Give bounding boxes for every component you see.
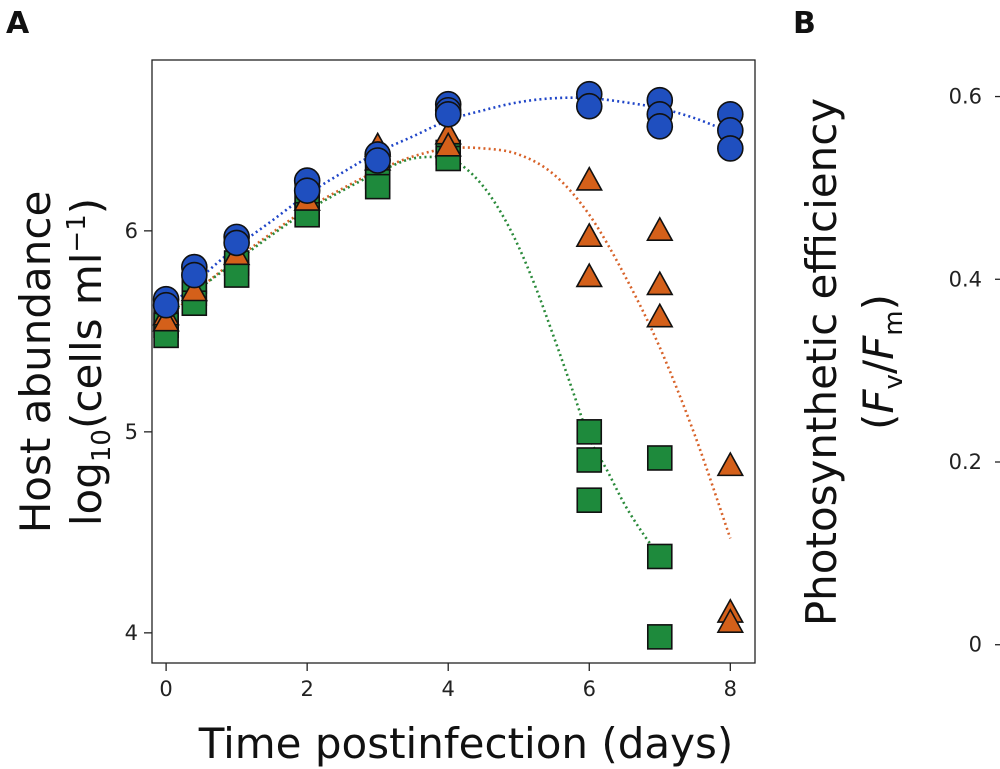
data-point-triangle [575,222,603,248]
y-tick-label: 6 [125,219,138,243]
data-point-square [223,262,250,288]
data-point-triangle [575,262,603,288]
y-tick-label: 4 [125,621,138,645]
x-tick-label: 4 [442,677,455,701]
data-point-triangle [434,131,462,157]
data-point-triangle [575,165,603,191]
x-tick-label: 8 [724,677,737,701]
ylabel-b-sub-v: v [879,374,909,389]
data-point-square [646,624,673,650]
y-tick-label: 5 [125,420,138,444]
data-point-triangle [180,276,209,302]
x-tick-label: 6 [583,677,596,701]
y-tick-label: 0.6 [949,85,982,109]
data-point-circle [434,100,462,128]
data-point-circle [717,135,744,162]
ylabel-b-open: ( [854,414,903,430]
data-point-square [646,543,673,570]
ylabel-cells: (cells ml [62,253,111,429]
x-tick-label: 2 [300,677,313,701]
data-point-triangle [716,608,745,633]
data-point-triangle [152,306,180,332]
panel-b-y-axis-title-line2: (Fv/Fm) [854,294,909,430]
data-point-triangle [716,451,745,477]
panel-a-data-points [152,80,745,650]
ylabel-b-close: ) [854,294,903,310]
panel-a-label: A [6,6,30,41]
panel-a-y-axis-title-line1: Host abundance [11,191,60,534]
data-point-triangle [646,302,674,328]
panel-a-frame [151,59,756,664]
x-tick-label: 0 [159,677,172,701]
panel-a-x-axis: 0 2 4 6 8 [159,663,737,701]
panel-b-y-axis: 0.6 0.4 0.2 0 [949,85,1000,657]
panel-b-plot: 0.60.40.20 Photosynthetic efficiency (Fv… [797,85,1000,657]
panel-b-y-axis-title-line1: Photosynthetic efficiency [797,98,846,626]
data-point-triangle [646,270,674,296]
ylabel-close: ) [62,198,111,214]
ylabel-log-subscript: 10 [87,429,117,462]
ylabel-log: log [62,462,111,526]
data-point-square [576,447,603,473]
fit-curve [165,96,731,313]
panel-a-y-axis-title-line2: log10(cells ml−1) [62,198,117,526]
data-point-circle [152,291,180,319]
ylabel-b-F2: F [854,335,903,360]
data-point-square [576,487,603,513]
data-point-circle [181,261,208,289]
fit-curve [165,146,732,539]
y-tick-label: 0 [969,633,982,657]
data-point-square [364,173,391,200]
ylabel-superscript: −1 [62,214,92,252]
data-point-square [646,445,673,471]
ylabel-b-sub-m: m [879,310,909,335]
data-point-circle [575,92,603,120]
data-point-triangle [646,216,674,242]
data-point-square [576,419,603,445]
data-point-circle [646,113,674,140]
data-point-circle [293,177,321,204]
data-point-circle [364,147,391,174]
ylabel-b-slash: / [854,359,903,374]
panel-a-y-axis: 4 5 6 [125,219,152,645]
y-tick-label: 0.4 [949,267,982,291]
y-tick-label: 0.2 [949,450,982,474]
panel-b-label: B [793,6,816,41]
data-point-circle [223,229,250,257]
ylabel-b-F1: F [854,389,903,414]
panel-a-x-axis-title: Time postinfection (days) [198,719,734,768]
panel-a-plot: 0 2 4 6 8 4 5 6 Time postinfection (days) Host… [11,59,756,768]
